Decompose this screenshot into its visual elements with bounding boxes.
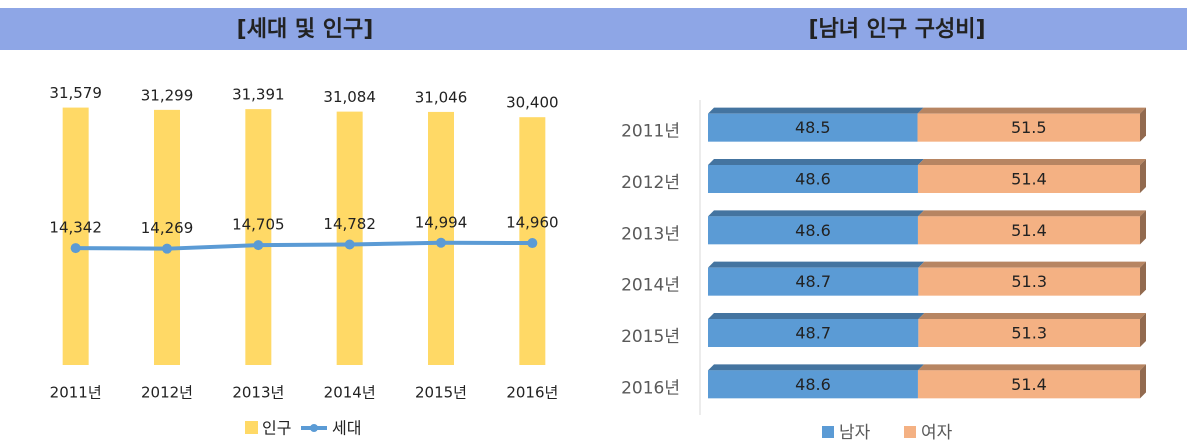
marker <box>70 243 81 254</box>
bar <box>154 109 180 366</box>
bar-top <box>708 159 924 165</box>
bar <box>708 319 919 347</box>
line <box>75 240 533 251</box>
bar-side <box>1140 313 1146 347</box>
bar-top <box>918 313 1146 319</box>
bar-top <box>708 313 925 319</box>
data-label: 14,269 <box>141 219 194 237</box>
marker <box>253 240 264 251</box>
data-label: 48.7 <box>795 272 831 291</box>
bar <box>918 267 1140 296</box>
y-tick-label: 2016년 <box>621 378 680 398</box>
legend-swatch <box>245 421 258 434</box>
data-label: 31,046 <box>415 88 468 106</box>
bar <box>708 216 918 245</box>
data-label: 51.3 <box>1011 272 1047 291</box>
legend-label: 남자 <box>839 423 871 443</box>
marker <box>162 243 172 254</box>
x-tick-label: 2016년 <box>506 384 558 402</box>
x-tick-label: 2012년 <box>141 384 193 402</box>
legend-label: 여자 <box>921 423 953 443</box>
data-label: 14,705 <box>232 216 285 234</box>
bar <box>917 216 1140 245</box>
legend-swatch <box>310 424 318 432</box>
data-label: 14,960 <box>506 214 559 232</box>
data-label: 48.6 <box>795 170 831 189</box>
bar <box>245 109 272 366</box>
bar-side <box>1140 261 1146 296</box>
bar-top <box>708 261 925 268</box>
x-tick-label: 2011년 <box>50 384 102 402</box>
data-label: 51.4 <box>1011 375 1047 394</box>
x-tick-label: 2015년 <box>415 384 467 402</box>
data-label: 31,391 <box>232 86 285 104</box>
data-label: 31,084 <box>323 88 376 106</box>
data-label: 31,299 <box>141 86 194 104</box>
bar-side <box>1140 364 1146 399</box>
legend-label: 세대 <box>332 419 361 438</box>
data-label: 14,994 <box>415 213 468 231</box>
marker <box>436 237 446 248</box>
x-tick-label: 2014년 <box>324 384 376 402</box>
bar-top <box>918 261 1146 268</box>
bar-top <box>917 364 1146 371</box>
bar <box>708 113 918 142</box>
marker <box>344 239 355 250</box>
bar <box>708 370 918 399</box>
bar-side <box>1140 107 1146 142</box>
bar-top <box>708 210 924 217</box>
data-label: 14,782 <box>323 215 376 233</box>
data-label: 48.6 <box>795 375 831 394</box>
bar <box>917 113 1140 142</box>
data-label: 30,400 <box>506 94 559 112</box>
y-tick-label: 2014년 <box>621 276 680 296</box>
header-band <box>0 8 1187 50</box>
y-tick-label: 2012년 <box>621 173 680 193</box>
data-label: 48.6 <box>795 221 831 240</box>
left-title: [세대 및 인구] <box>237 17 374 42</box>
legend-label: 인구 <box>262 419 291 438</box>
bar-top <box>708 364 924 371</box>
data-label: 48.5 <box>795 118 831 137</box>
data-label: 51.5 <box>1011 118 1047 137</box>
y-tick-label: 2013년 <box>621 224 680 244</box>
bar-top <box>917 159 1146 165</box>
bar-side <box>1140 159 1146 193</box>
data-label: 14,342 <box>49 219 102 237</box>
bar <box>917 165 1140 193</box>
y-tick-label: 2015년 <box>621 327 680 347</box>
data-label: 48.7 <box>795 324 831 343</box>
y-tick-label: 2011년 <box>621 122 680 142</box>
data-label: 51.4 <box>1011 221 1047 240</box>
marker <box>527 238 538 249</box>
bar <box>918 319 1140 347</box>
bar <box>708 165 918 193</box>
data-label: 51.3 <box>1011 324 1047 343</box>
x-tick-label: 2013년 <box>232 384 284 402</box>
legend-swatch <box>904 426 916 438</box>
data-label: 31,579 <box>49 84 102 102</box>
bar-top <box>917 107 1146 114</box>
bar <box>708 267 919 296</box>
bar <box>62 107 89 365</box>
data-label: 51.4 <box>1011 170 1047 189</box>
bar <box>336 111 363 365</box>
right-title: [남녀 인구 구성비] <box>808 17 985 42</box>
legend-swatch <box>822 426 834 438</box>
bar-side <box>1140 210 1146 245</box>
bar-top <box>917 210 1146 217</box>
bar <box>917 370 1140 399</box>
bar-top <box>708 107 924 114</box>
